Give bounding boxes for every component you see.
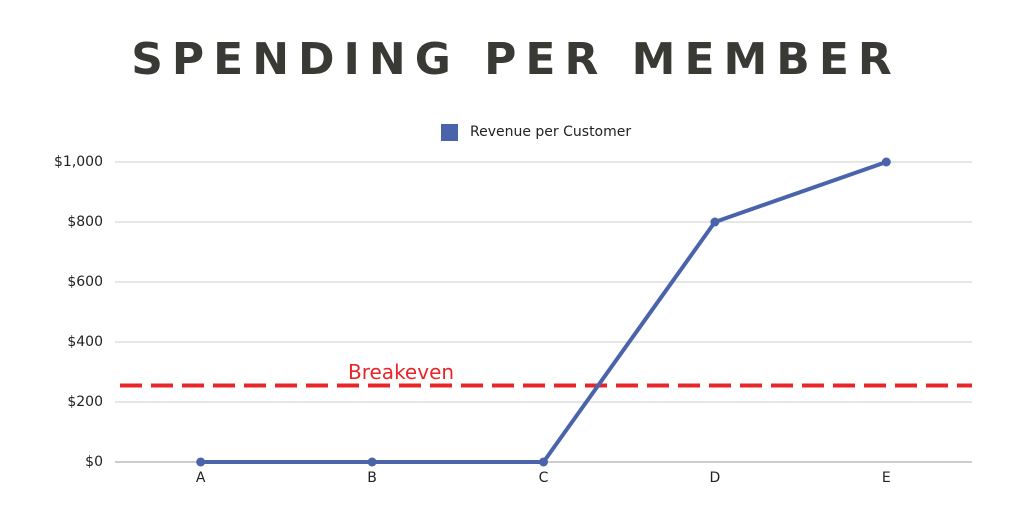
chart-title: SPENDING PER MEMBER [131,34,901,85]
reference-label: Breakeven [348,360,454,384]
x-tick-label: B [367,470,377,486]
data-line [200,160,887,464]
data-point [196,457,206,467]
y-tick-label: $400 [67,334,103,350]
y-tick-label: $200 [67,394,103,410]
x-tick-label: A [196,470,206,486]
data-point [367,457,377,467]
y-tick-label: $600 [67,274,103,290]
y-tick-label: $800 [67,214,103,230]
data-point [539,457,548,467]
legend-swatch [441,124,458,141]
y-tick-label: $1,000 [54,154,103,170]
x-tick-label: C [539,470,549,486]
data-point [710,217,720,227]
legend-label: Revenue per Customer [470,124,631,140]
data-point [881,157,891,167]
y-tick-label: $0 [85,454,103,470]
x-tick-label: E [882,470,891,486]
x-tick-label: D [710,470,721,486]
